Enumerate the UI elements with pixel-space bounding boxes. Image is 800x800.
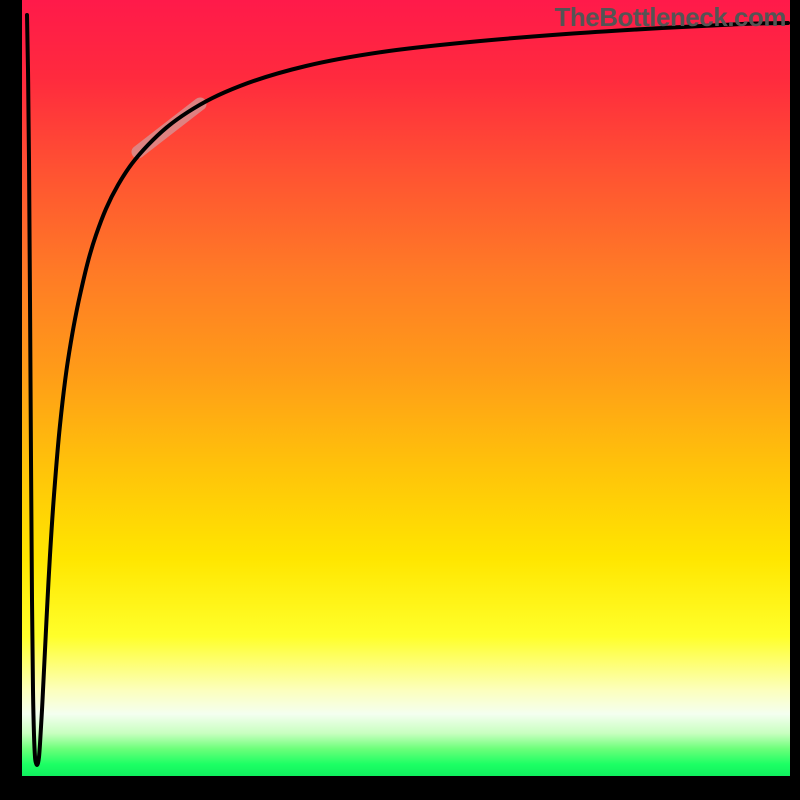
- curve-layer: [22, 0, 790, 776]
- chart-wrapper: TheBottleneck.com: [0, 0, 800, 800]
- plot-area: [22, 0, 790, 776]
- bottleneck-curve: [27, 15, 788, 765]
- watermark-text: TheBottleneck.com: [555, 2, 786, 33]
